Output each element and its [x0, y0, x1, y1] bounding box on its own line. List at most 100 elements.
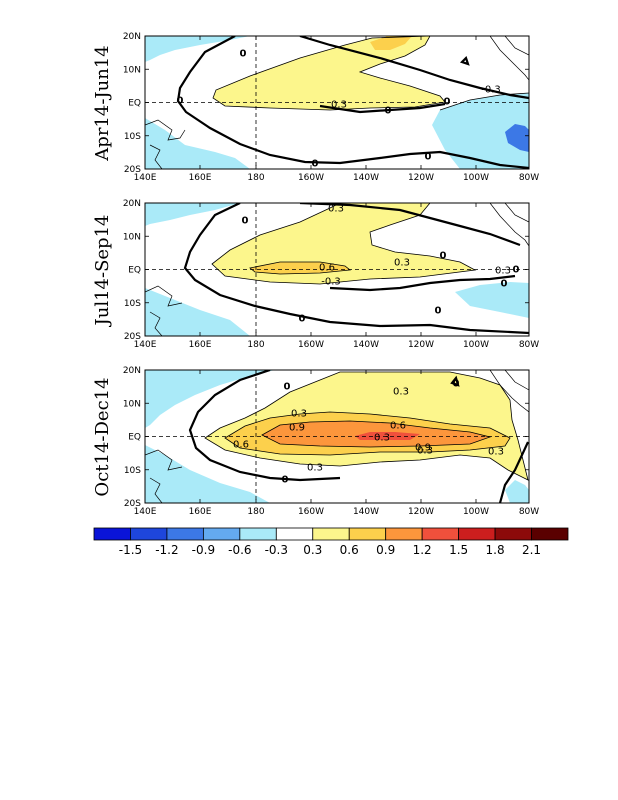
negative-region [505, 480, 529, 503]
contour-label: 0.9 [289, 423, 305, 434]
lon-tick-label: 140W [353, 507, 379, 517]
contour-label: 0.3 [495, 266, 511, 277]
lon-tick-label: 140W [353, 173, 379, 183]
contour-label: 0.3 [331, 100, 347, 111]
contour-label: 0.3 [488, 447, 504, 458]
lon-tick-label: 120W [408, 507, 434, 517]
lon-tick-label: 160W [298, 173, 324, 183]
thin-contour [212, 36, 446, 111]
contour-label: 0.3 [307, 463, 323, 474]
contour-label: 0 [242, 216, 249, 227]
lon-tick-label: 180 [247, 173, 264, 183]
panel-label: Oct14-Dec14 [92, 377, 113, 496]
zero-contour [329, 274, 516, 292]
lat-tick-label: EQ [128, 99, 141, 109]
negative-region [145, 36, 250, 62]
negative-region [145, 288, 250, 336]
lon-tick-label: 140E [134, 340, 157, 350]
negative-region [505, 124, 529, 152]
contour-label: 0 [425, 152, 432, 163]
lon-tick-label: 160E [189, 340, 212, 350]
colorbar-tick-label: 1.2 [413, 543, 432, 557]
colorbar-tick-label: 2.1 [522, 543, 541, 557]
contour-label: 0.9 [415, 443, 431, 454]
colorbar-swatch [130, 527, 168, 541]
colorbar-swatch [239, 527, 277, 541]
lon-tick-label: 120W [408, 340, 434, 350]
contour-label: 0.3 [394, 258, 410, 269]
lon-tick-label: 120W [408, 173, 434, 183]
contour-label: 0.6 [390, 421, 406, 432]
lat-tick-label: 10S [124, 132, 141, 142]
lon-tick-label: 140E [134, 507, 157, 517]
zero-contour [459, 55, 470, 66]
contour-label: 0 [385, 106, 392, 117]
contour-label: 0.3 [328, 204, 344, 215]
thin-contour [204, 371, 529, 481]
negative-region [145, 445, 270, 503]
lon-tick-label: 160W [298, 507, 324, 517]
lon-tick-label: 80W [519, 173, 539, 183]
contour-label: 0 [435, 306, 442, 317]
panel-label: Apr14-Jun14 [92, 45, 113, 161]
contour-label: 0 [177, 96, 184, 107]
contour-label: 0 [440, 251, 447, 262]
contour-label: 0.3 [393, 387, 409, 398]
colorbar-swatch [93, 527, 131, 541]
lon-tick-label: 140W [353, 340, 379, 350]
colorbar-swatch [421, 527, 460, 541]
zero-contour [176, 36, 529, 169]
positive-region [355, 432, 420, 440]
coastline [145, 203, 529, 336]
lat-tick-label: 20N [123, 199, 141, 209]
colorbar-swatch [275, 527, 314, 541]
contour-label: 0 [299, 314, 306, 325]
panel-label: Jul14-Sep14 [92, 215, 113, 328]
colorbar-swatch [166, 527, 204, 541]
lat-tick-label: 10N [123, 399, 141, 409]
contour-label: 0.3 [417, 446, 433, 457]
negative-region [145, 118, 250, 169]
lat-tick-label: 20N [123, 366, 141, 376]
contour-label: 0 [513, 265, 520, 276]
colorbar-swatch [494, 527, 532, 541]
colorbar-tick-label: -0.6 [228, 543, 251, 557]
thin-contour [249, 261, 352, 275]
colorbar-tick-label: -0.3 [265, 543, 288, 557]
colorbar-swatch [202, 527, 241, 541]
negative-region [455, 282, 529, 318]
negative-region [145, 203, 240, 226]
thin-contour [261, 420, 492, 448]
zero-contour [188, 370, 341, 482]
contour-label: 0 [444, 97, 451, 108]
coastline [145, 370, 529, 503]
zero-contour [498, 441, 529, 503]
lat-tick-label: 10S [124, 466, 141, 476]
colorbar-tick-label: 1.8 [486, 543, 505, 557]
colorbar-tick-label: -1.5 [119, 543, 142, 557]
lon-tick-label: 140E [134, 173, 157, 183]
colorbar-swatch [531, 527, 569, 541]
contour-label: 0 [453, 379, 460, 390]
lon-tick-label: 80W [519, 340, 539, 350]
contour-label: 0 [240, 49, 247, 60]
colorbar-tick-label: 0.9 [376, 543, 395, 557]
contour-label: 0.6 [233, 440, 249, 451]
colorbar: -1.5 -1.2 -0.9 -0.6 -0.3 0.3 0.6 0.9 1.2 1.5 1.8 2.… [93, 527, 569, 557]
negative-region [432, 93, 529, 169]
contour-label: 0.3 [374, 433, 390, 444]
lat-tick-label: 10N [123, 65, 141, 75]
lat-tick-label: 20S [124, 332, 141, 342]
lat-tick-label: EQ [128, 433, 141, 443]
lon-tick-label: 180 [247, 340, 264, 350]
colorbar-swatch [312, 527, 350, 541]
zero-contour [183, 203, 529, 335]
colorbar-tick-label: 0.6 [340, 543, 359, 557]
colorbar-swatch [385, 527, 423, 541]
contour-label: 0.6 [319, 263, 335, 274]
zero-contour [299, 203, 521, 247]
contour-label: 0 [501, 279, 508, 290]
